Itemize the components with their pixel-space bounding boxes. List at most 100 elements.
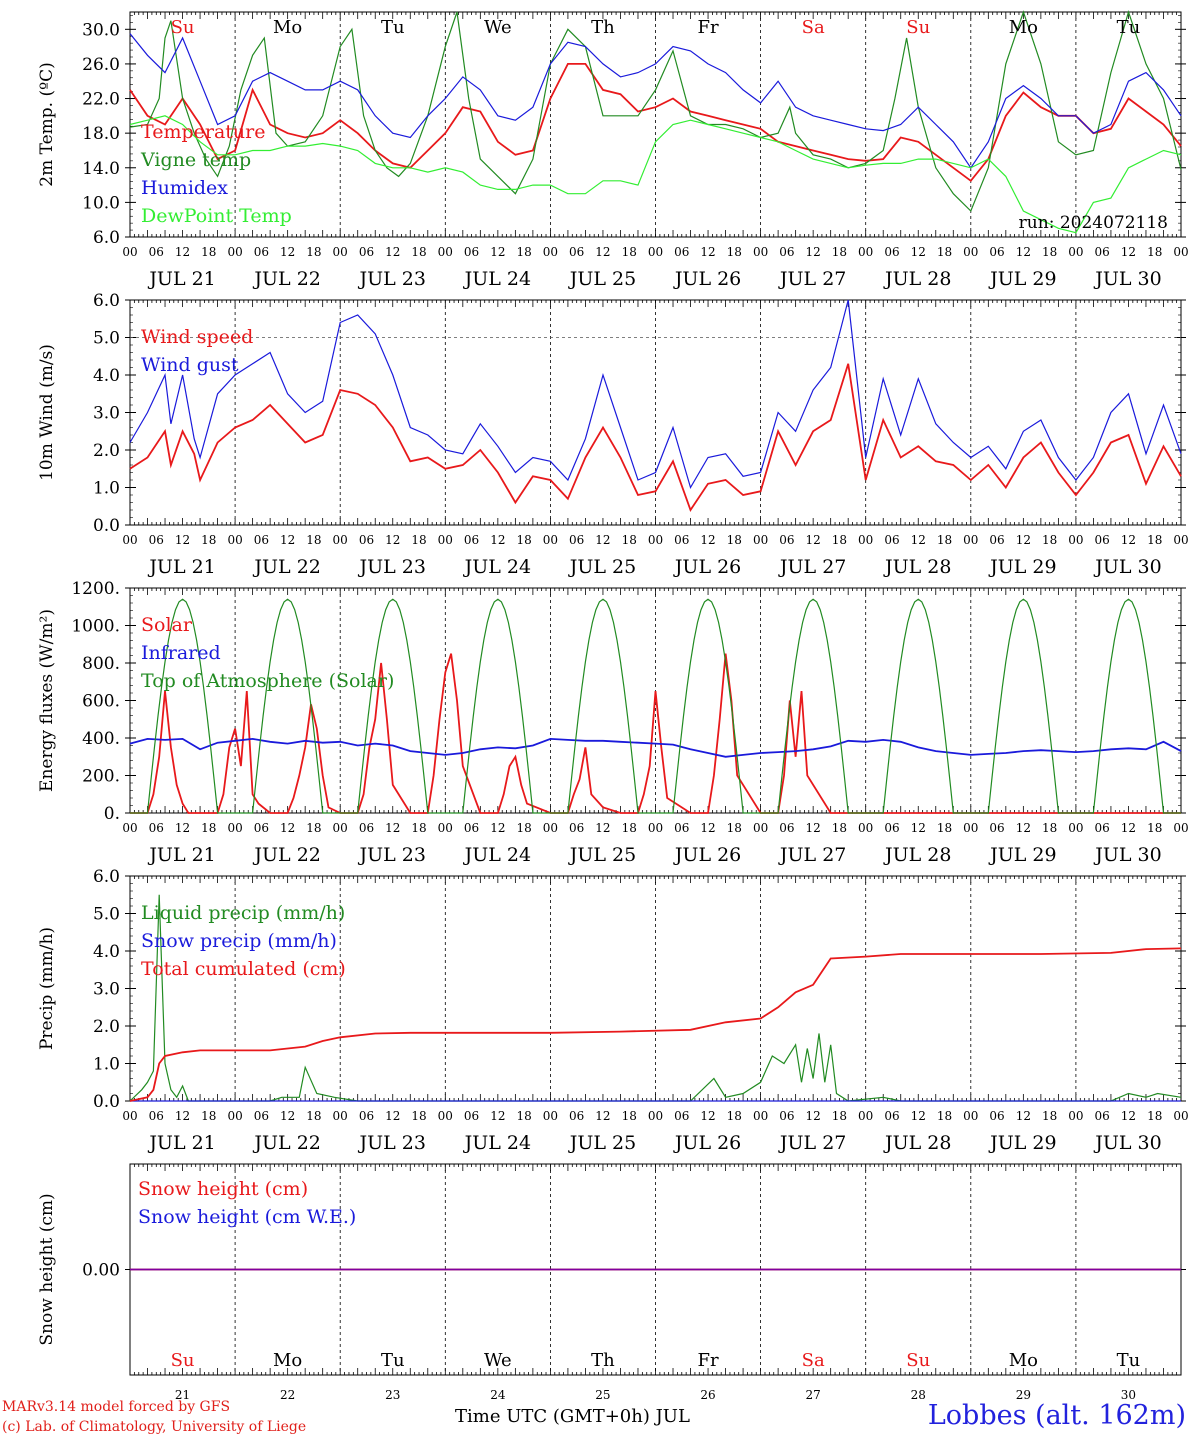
hour-label: 12	[911, 1109, 926, 1123]
hour-label: 18	[832, 821, 847, 835]
hour-label: 00	[858, 821, 873, 835]
legend-entry: Snow height (cm W.E.)	[138, 1206, 356, 1228]
y-tick-label: 200.	[82, 767, 120, 787]
hour-label: 06	[674, 245, 689, 259]
legend-entry: Infrared	[141, 642, 221, 664]
hour-label: 12	[175, 821, 190, 835]
hour-label: 18	[937, 1109, 952, 1123]
series-line-wind-speed	[129, 363, 1182, 512]
hour-label: 12	[595, 821, 610, 835]
hour-label: 18	[306, 245, 321, 259]
hour-label: 12	[700, 533, 715, 547]
hour-label: 06	[989, 245, 1004, 259]
hour-label: 06	[884, 533, 899, 547]
hour-label: 06	[989, 1109, 1004, 1123]
weekday-label: Mo	[1009, 17, 1038, 38]
legend-entry: Wind speed	[141, 326, 253, 348]
hour-label: 06	[359, 821, 374, 835]
hour-label: 00	[963, 533, 978, 547]
day-number: 29	[1016, 1388, 1031, 1402]
hour-label: 06	[359, 1109, 374, 1123]
hour-label: 12	[595, 533, 610, 547]
hour-label: 06	[674, 1109, 689, 1123]
hour-label: 12	[700, 245, 715, 259]
hour-label: 00	[648, 821, 663, 835]
y-tick-label: 6.0	[93, 228, 120, 248]
date-label: JUL 22	[252, 268, 320, 290]
hour-label: 18	[516, 533, 531, 547]
date-label: JUL 26	[673, 556, 741, 578]
run-annotation: run: 2024072118	[1019, 213, 1168, 233]
hour-label: 06	[464, 245, 479, 259]
day-number: 23	[385, 1388, 400, 1402]
hour-label: 12	[490, 245, 505, 259]
hour-label: 06	[1095, 1109, 1110, 1123]
hour-label: 06	[254, 821, 269, 835]
weekday-label: Mo	[273, 1350, 302, 1371]
hour-label: 06	[569, 245, 584, 259]
date-label: JUL 21	[147, 556, 215, 578]
hour-label: 06	[674, 533, 689, 547]
hour-label: 18	[516, 1109, 531, 1123]
y-tick-label: 0.0	[93, 516, 120, 536]
hour-label: 00	[122, 245, 137, 259]
legend-entry: Humidex	[141, 177, 228, 199]
hour-label: 06	[464, 1109, 479, 1123]
date-label: JUL 28	[883, 268, 951, 290]
series-line-total-cumulated-cm-	[129, 947, 1182, 1102]
plot-frame-temp	[129, 11, 1182, 238]
hour-label: 12	[280, 1109, 295, 1123]
y-tick-label: 2.0	[93, 441, 120, 461]
hour-label: 00	[543, 1109, 558, 1123]
hour-label: 06	[464, 821, 479, 835]
hour-label: 12	[700, 821, 715, 835]
hour-label: 00	[753, 821, 768, 835]
station-label: Lobbes (alt. 162m)	[927, 1400, 1186, 1431]
weekday-label: Th	[591, 17, 615, 38]
weekday-label: Tu	[1117, 1350, 1141, 1371]
hour-label: 18	[622, 533, 637, 547]
hour-label: 18	[306, 821, 321, 835]
hour-label: 06	[884, 821, 899, 835]
series-line-infrared	[129, 737, 1182, 758]
y-tick-label: 0.0	[93, 1092, 120, 1112]
hour-label: 00	[438, 533, 453, 547]
hour-label: 06	[464, 533, 479, 547]
hour-label: 00	[753, 533, 768, 547]
y-tick-label: 30.0	[82, 20, 120, 40]
hour-label: 12	[1016, 533, 1031, 547]
hour-label: 06	[779, 245, 794, 259]
hour-label: 12	[385, 533, 400, 547]
hour-label: 06	[254, 245, 269, 259]
date-label: JUL 30	[1093, 1132, 1161, 1154]
hour-label: 12	[490, 1109, 505, 1123]
series-line-liquid-precip-mm-h-	[129, 894, 1182, 1102]
y-tick-label: 1000.	[71, 617, 120, 637]
hour-label: 12	[1121, 1109, 1136, 1123]
day-number: 26	[700, 1388, 715, 1402]
y-tick-label: 6.0	[93, 867, 120, 887]
date-label: JUL 30	[1093, 844, 1161, 866]
hour-label: 00	[1173, 821, 1188, 835]
weekday-label: Tu	[1117, 17, 1141, 38]
weekday-label: Su	[906, 1350, 930, 1371]
weekday-label: Su	[171, 17, 195, 38]
weekday-label: Mo	[1009, 1350, 1038, 1371]
hour-label: 00	[333, 245, 348, 259]
date-label: JUL 30	[1093, 268, 1161, 290]
hour-label: 06	[254, 1109, 269, 1123]
y-tick-label: 4.0	[93, 942, 120, 962]
hour-label: 12	[911, 821, 926, 835]
hour-label: 00	[227, 245, 242, 259]
hour-label: 18	[1147, 821, 1162, 835]
hour-label: 18	[1042, 533, 1057, 547]
y-axis-label: Energy fluxes (W/m²)	[37, 609, 57, 792]
hour-label: 06	[989, 821, 1004, 835]
legend-entry: Snow height (cm)	[138, 1178, 308, 1200]
hour-label: 12	[700, 1109, 715, 1123]
legend-entry: Liquid precip (mm/h)	[141, 902, 345, 924]
hour-label: 06	[149, 821, 164, 835]
hour-label: 12	[490, 821, 505, 835]
weekday-label: Mo	[273, 17, 302, 38]
day-number: 24	[490, 1388, 506, 1402]
